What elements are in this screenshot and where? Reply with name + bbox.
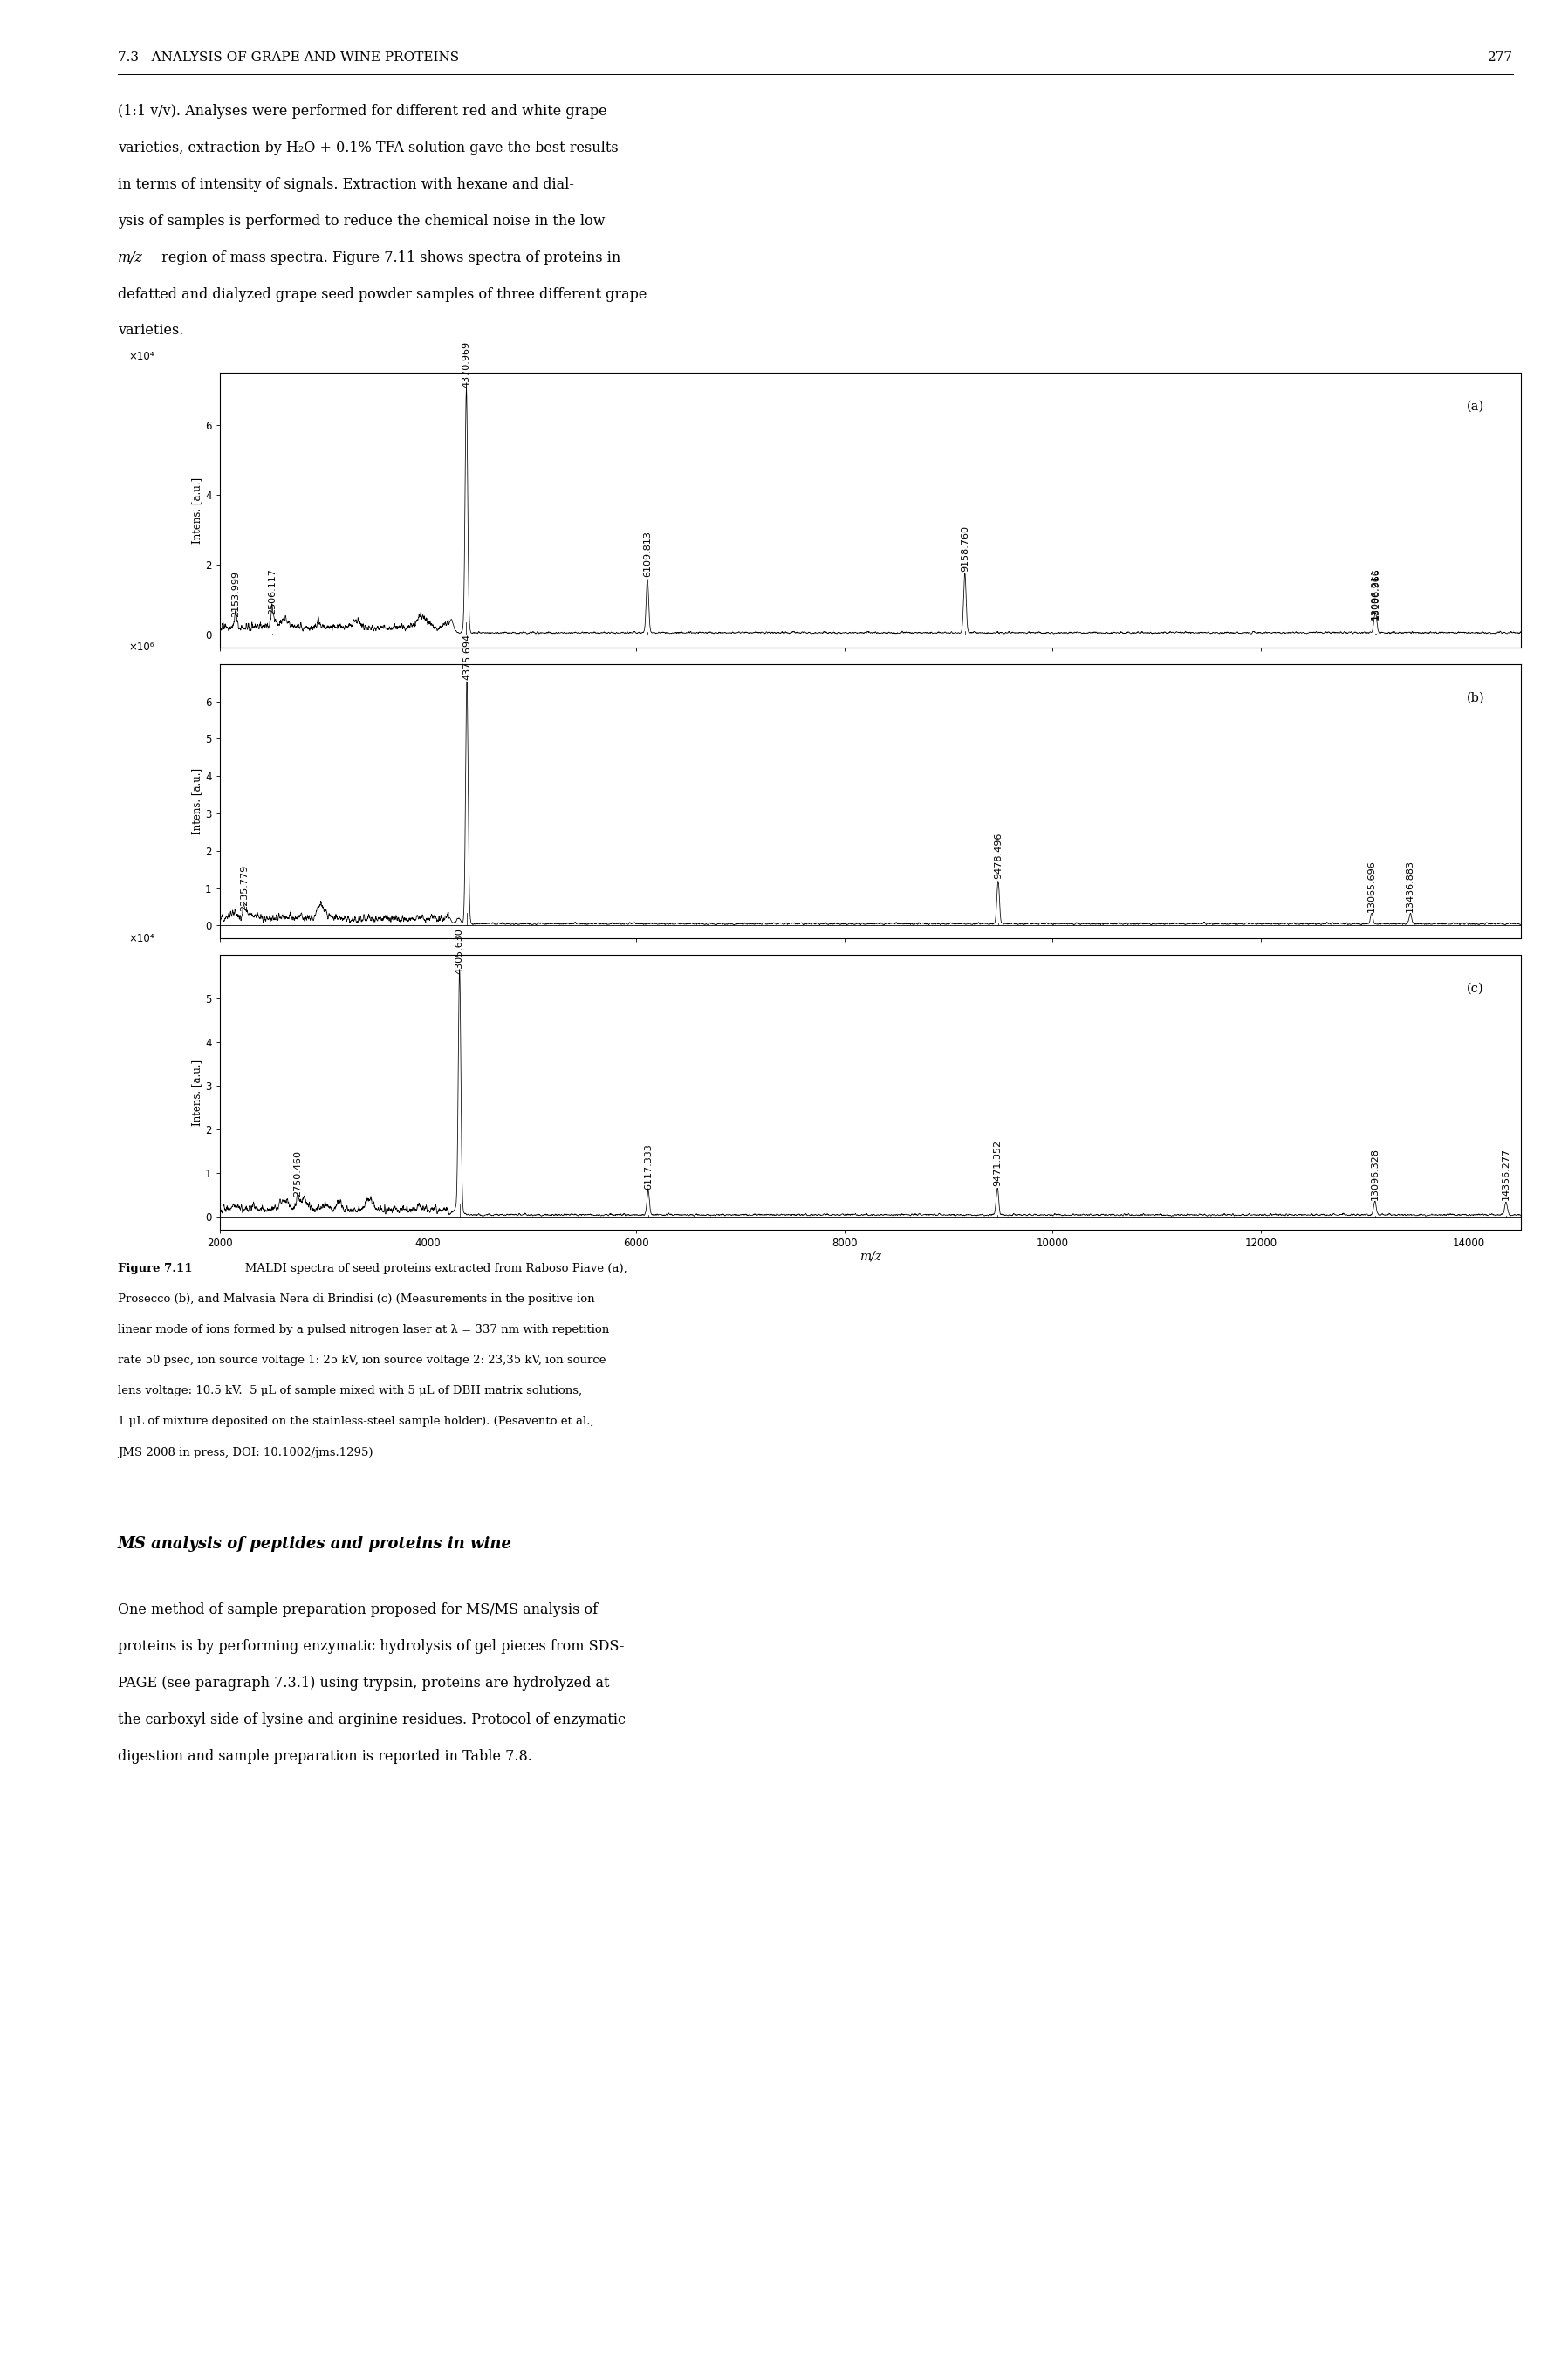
Text: 6109.813: 6109.813 <box>643 531 652 578</box>
Text: 4375.694: 4375.694 <box>463 632 472 680</box>
Text: 9478.496: 9478.496 <box>994 833 1002 880</box>
Text: 13065.696: 13065.696 <box>1367 859 1377 913</box>
Y-axis label: Intens. [a.u.]: Intens. [a.u.] <box>191 1060 202 1126</box>
Text: ×10⁴: ×10⁴ <box>129 932 154 944</box>
Text: (c): (c) <box>1466 982 1483 994</box>
Text: proteins is by performing enzymatic hydrolysis of gel pieces from SDS-: proteins is by performing enzymatic hydr… <box>118 1640 624 1654</box>
Text: digestion and sample preparation is reported in Table 7.8.: digestion and sample preparation is repo… <box>118 1749 532 1763</box>
Text: 13096.211: 13096.211 <box>1370 569 1380 621</box>
Text: ×10⁴: ×10⁴ <box>129 352 154 361</box>
Text: 4305.630: 4305.630 <box>455 927 464 975</box>
Text: 13436.883: 13436.883 <box>1406 859 1414 913</box>
Text: the carboxyl side of lysine and arginine residues. Protocol of enzymatic: the carboxyl side of lysine and arginine… <box>118 1713 626 1728</box>
Y-axis label: Intens. [a.u.]: Intens. [a.u.] <box>191 477 202 543</box>
Text: 9158.760: 9158.760 <box>961 524 969 571</box>
Text: 2506.117: 2506.117 <box>268 569 276 614</box>
X-axis label: m/z: m/z <box>859 1251 881 1263</box>
Text: PAGE (see paragraph 7.3.1) using trypsin, proteins are hydrolyzed at: PAGE (see paragraph 7.3.1) using trypsin… <box>118 1676 610 1690</box>
Text: MALDI spectra of seed proteins extracted from Raboso Piave (a),: MALDI spectra of seed proteins extracted… <box>234 1263 627 1274</box>
Text: 13096.328: 13096.328 <box>1370 1147 1380 1201</box>
Text: 9471.352: 9471.352 <box>993 1140 1002 1187</box>
Text: (a): (a) <box>1466 401 1483 413</box>
Text: 2750.460: 2750.460 <box>293 1152 303 1197</box>
Text: Figure 7.11: Figure 7.11 <box>118 1263 193 1274</box>
Text: JMS 2008 in press, DOI: 10.1002/jms.1295): JMS 2008 in press, DOI: 10.1002/jms.1295… <box>118 1447 373 1458</box>
Text: 14356.277: 14356.277 <box>1502 1147 1510 1201</box>
Text: varieties, extraction by H₂O + 0.1% TFA solution gave the best results: varieties, extraction by H₂O + 0.1% TFA … <box>118 142 618 156</box>
Text: lens voltage: 10.5 kV.  5 μL of sample mixed with 5 μL of DBH matrix solutions,: lens voltage: 10.5 kV. 5 μL of sample mi… <box>118 1385 582 1397</box>
Text: ×10⁶: ×10⁶ <box>129 642 154 654</box>
Y-axis label: Intens. [a.u.]: Intens. [a.u.] <box>191 767 202 835</box>
Text: 2153.999: 2153.999 <box>230 571 240 618</box>
Text: (1:1 v/v). Analyses were performed for different red and white grape: (1:1 v/v). Analyses were performed for d… <box>118 104 607 118</box>
Text: m/z: m/z <box>118 250 143 264</box>
Text: rate 50 psec, ion source voltage 1: 25 kV, ion source voltage 2: 23,35 kV, ion s: rate 50 psec, ion source voltage 1: 25 k… <box>118 1355 605 1366</box>
Text: 4370.969: 4370.969 <box>463 340 470 387</box>
Text: region of mass spectra. Figure 7.11 shows spectra of proteins in: region of mass spectra. Figure 7.11 show… <box>157 250 621 264</box>
Text: 2235.779: 2235.779 <box>240 864 248 911</box>
Text: linear mode of ions formed by a pulsed nitrogen laser at λ = 337 nm with repetit: linear mode of ions formed by a pulsed n… <box>118 1324 608 1336</box>
Text: One method of sample preparation proposed for MS/MS analysis of: One method of sample preparation propose… <box>118 1602 597 1617</box>
Text: 6117.333: 6117.333 <box>644 1142 652 1189</box>
Text: (b): (b) <box>1466 691 1485 703</box>
Text: Prosecco (b), and Malvasia Nera di Brindisi (c) (Measurements in the positive io: Prosecco (b), and Malvasia Nera di Brind… <box>118 1293 594 1305</box>
Text: in terms of intensity of signals. Extraction with hexane and dial-: in terms of intensity of signals. Extrac… <box>118 177 574 191</box>
Text: 7.3   ANALYSIS OF GRAPE AND WINE PROTEINS: 7.3 ANALYSIS OF GRAPE AND WINE PROTEINS <box>118 52 459 64</box>
Text: 1 μL of mixture deposited on the stainless-steel sample holder). (Pesavento et a: 1 μL of mixture deposited on the stainle… <box>118 1416 594 1428</box>
Text: defatted and dialyzed grape seed powder samples of three different grape: defatted and dialyzed grape seed powder … <box>118 288 646 302</box>
Text: 277: 277 <box>1488 52 1513 64</box>
Text: ysis of samples is performed to reduce the chemical noise in the low: ysis of samples is performed to reduce t… <box>118 215 605 229</box>
Text: 13106.966: 13106.966 <box>1372 569 1380 621</box>
Text: varieties.: varieties. <box>118 323 183 337</box>
Text: MS analysis of peptides and proteins in wine: MS analysis of peptides and proteins in … <box>118 1536 513 1553</box>
